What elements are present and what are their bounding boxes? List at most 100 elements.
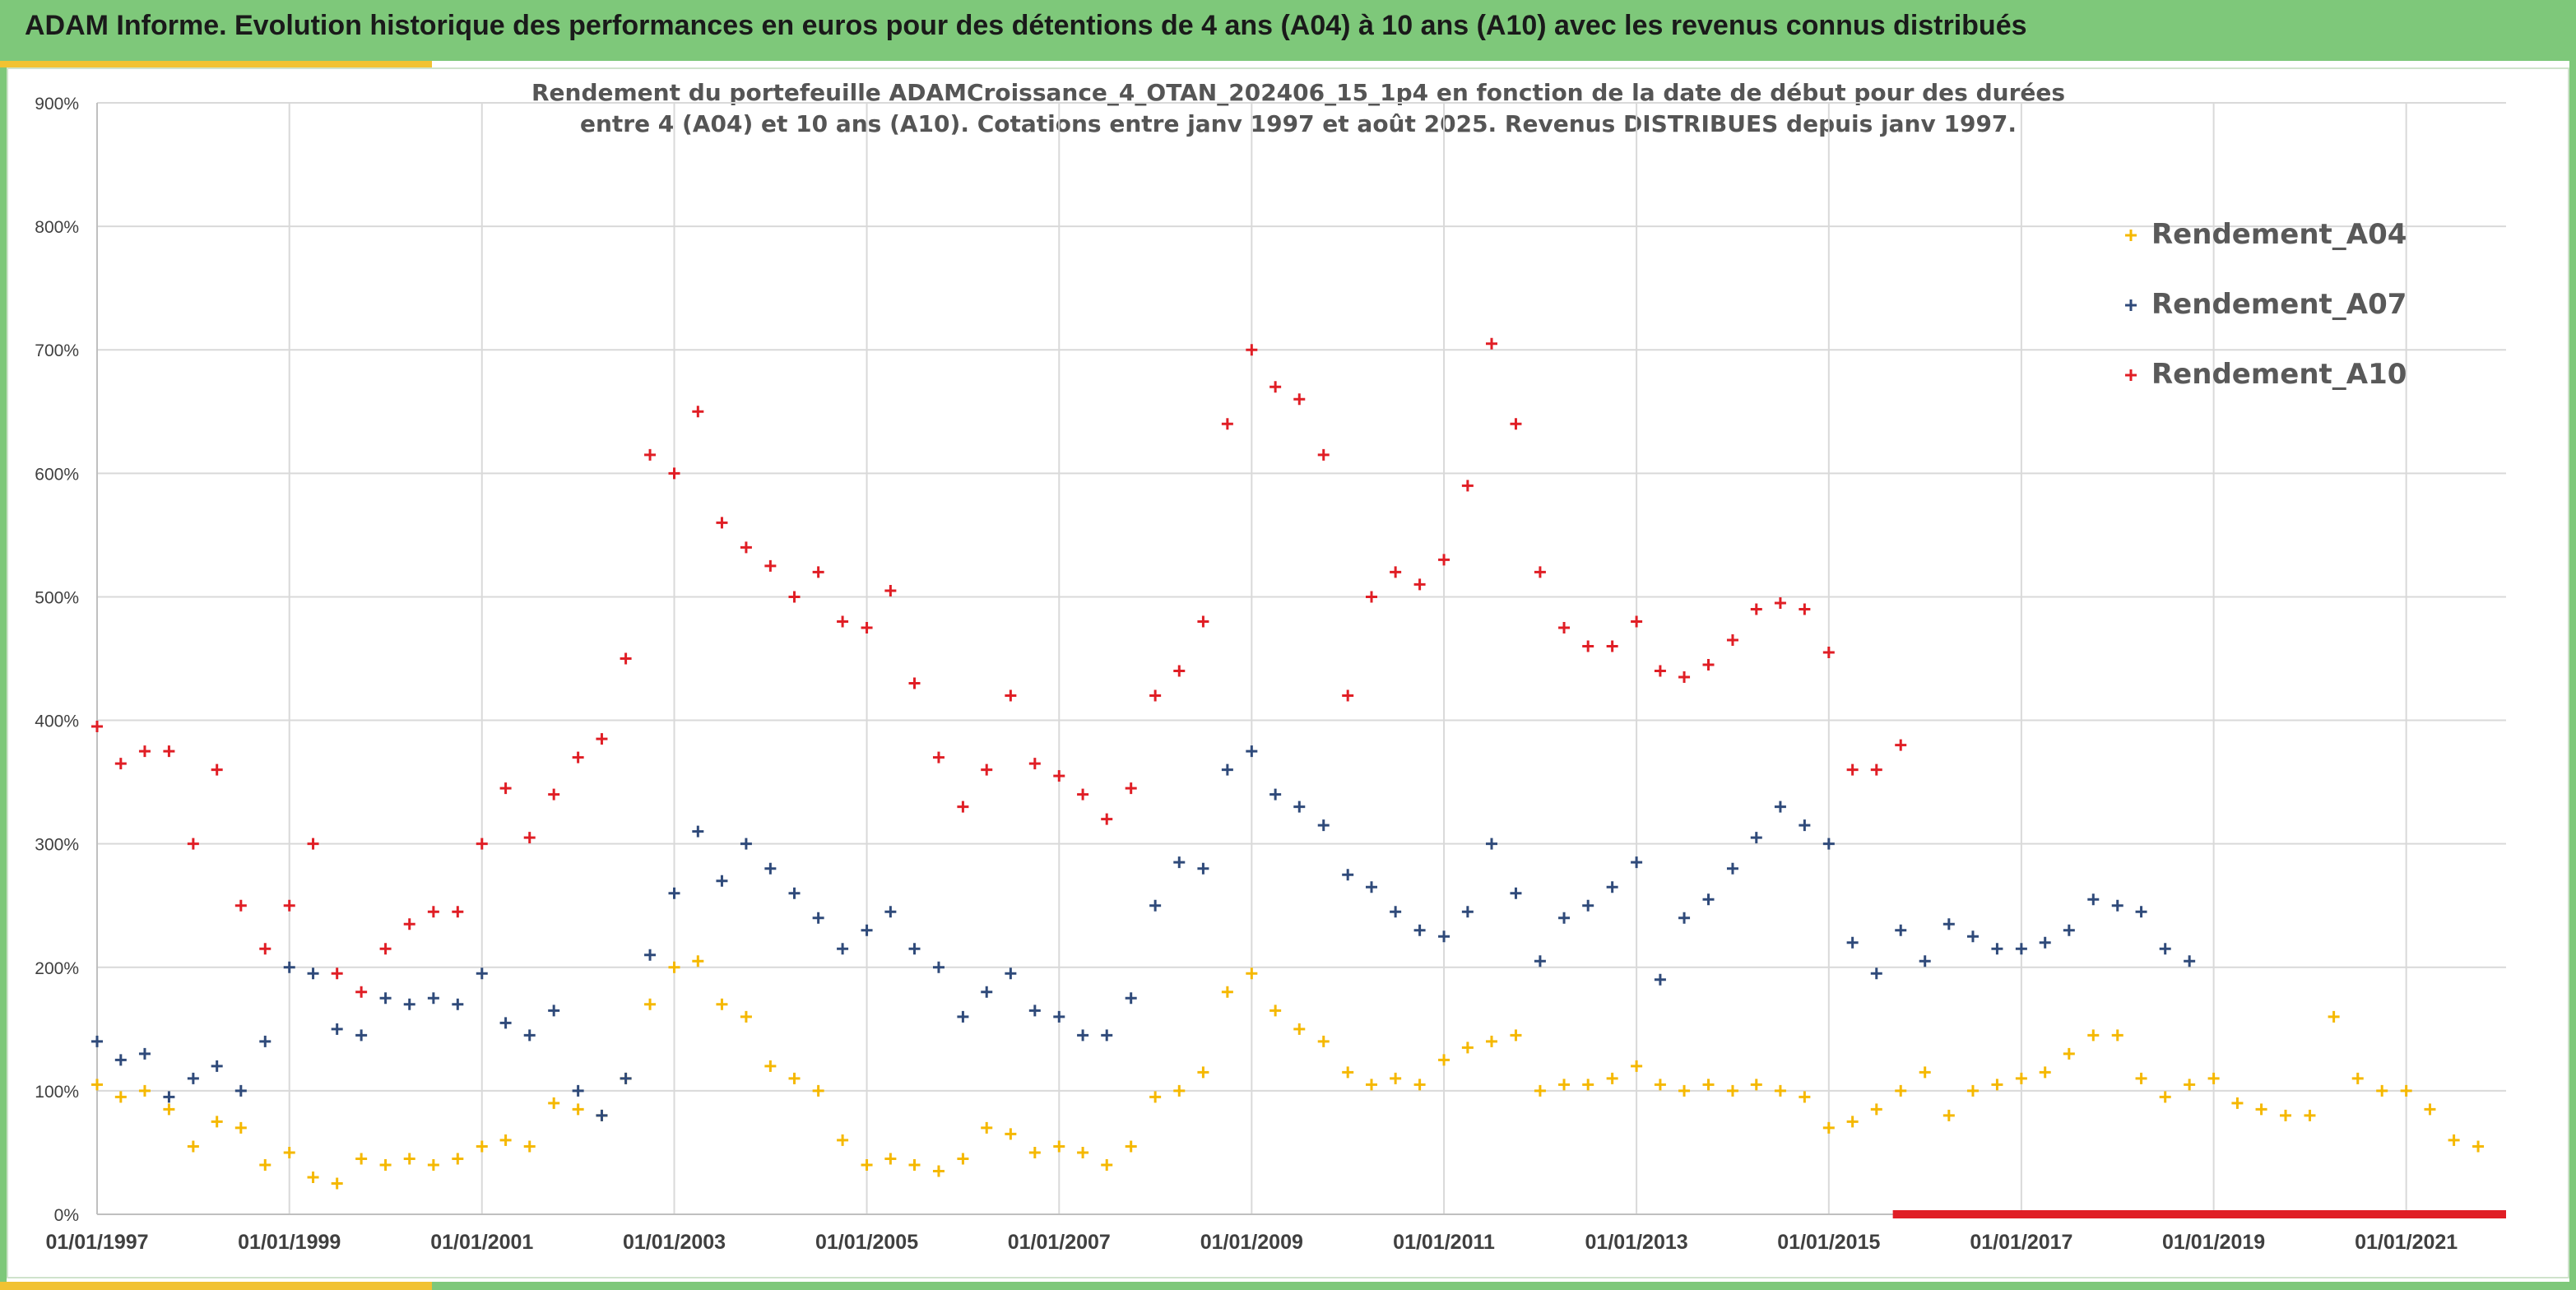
marker-rendement_a04 xyxy=(1366,1079,1378,1091)
marker-rendement_a04 xyxy=(163,1103,175,1116)
marker-rendement_a10 xyxy=(572,751,584,763)
marker-rendement_a10 xyxy=(1149,689,1162,702)
marker-rendement_a07 xyxy=(1461,906,1474,918)
marker-rendement_a10 xyxy=(499,782,512,795)
marker-rendement_a04 xyxy=(2111,1029,2123,1042)
frame-bottom-edge xyxy=(432,1282,2576,1290)
marker-rendement_a10 xyxy=(764,559,777,572)
marker-rendement_a07 xyxy=(2087,893,2100,906)
y-tick-label: 600% xyxy=(35,465,79,484)
marker-rendement_a07 xyxy=(1486,838,1498,850)
y-tick-label: 500% xyxy=(35,588,79,607)
marker-rendement_a07 xyxy=(91,1035,103,1047)
marker-rendement_a07 xyxy=(1606,881,1618,893)
marker-rendement_a04 xyxy=(740,1010,752,1023)
marker-rendement_a10 xyxy=(1342,689,1354,702)
marker-rendement_a04 xyxy=(138,1084,151,1097)
marker-rendement_a10 xyxy=(692,406,704,418)
marker-rendement_a04 xyxy=(476,1140,488,1153)
marker-rendement_a04 xyxy=(2087,1029,2100,1042)
marker-rendement_a04 xyxy=(114,1091,127,1103)
marker-rendement_a07 xyxy=(1342,869,1354,881)
marker-rendement_a04 xyxy=(355,1153,368,1165)
marker-rendement_a04 xyxy=(1317,1035,1330,1047)
marker-rendement_a10 xyxy=(1053,770,1065,782)
frame-left-edge xyxy=(0,67,7,1282)
marker-rendement_a10 xyxy=(788,591,801,603)
marker-rendement_a07 xyxy=(957,1010,969,1023)
marker-rendement_a07 xyxy=(1799,819,1811,832)
marker-rendement_a10 xyxy=(1750,603,1762,615)
marker-rendement_a04 xyxy=(2255,1103,2267,1116)
marker-rendement_a10 xyxy=(837,615,849,628)
marker-rendement_a10 xyxy=(1173,665,1186,677)
marker-rendement_a04 xyxy=(2304,1109,2316,1121)
marker-rendement_a04 xyxy=(1149,1091,1162,1103)
marker-rendement_a04 xyxy=(668,961,680,973)
marker-rendement_a04 xyxy=(1461,1042,1474,1054)
marker-rendement_a10 xyxy=(1005,689,1017,702)
marker-rendement_a07 xyxy=(908,943,921,955)
marker-rendement_a10 xyxy=(1726,633,1738,646)
chart-title-line: entre 4 (A04) et 10 ans (A10). Cotations… xyxy=(580,110,2017,137)
report-title: ADAM Informe. Evolution historique des p… xyxy=(25,10,2027,41)
marker-rendement_a07 xyxy=(1870,968,1882,980)
marker-rendement_a04 xyxy=(2015,1072,2027,1084)
x-tick-label: 01/01/2007 xyxy=(1008,1231,1111,1254)
marker-rendement_a04 xyxy=(499,1134,512,1146)
marker-rendement_a04 xyxy=(1173,1084,1186,1097)
marker-rendement_a07 xyxy=(379,992,392,1005)
marker-rendement_a04 xyxy=(981,1121,993,1134)
marker-rendement_a10 xyxy=(1606,640,1618,652)
marker-rendement_a04 xyxy=(2280,1109,2292,1121)
marker-rendement_a07 xyxy=(163,1091,175,1103)
marker-rendement_a07 xyxy=(2063,924,2075,936)
marker-rendement_a07 xyxy=(884,906,897,918)
marker-rendement_a04 xyxy=(692,955,704,968)
marker-rendement_a04 xyxy=(1942,1109,1955,1121)
y-tick-label: 200% xyxy=(35,959,79,978)
marker-rendement_a10 xyxy=(1438,554,1450,566)
marker-rendement_a10 xyxy=(1269,381,1282,393)
marker-rendement_a04 xyxy=(1654,1079,1666,1091)
x-tick-label: 01/01/2013 xyxy=(1585,1231,1688,1254)
marker-rendement_a07 xyxy=(2039,936,2051,949)
marker-rendement_a10 xyxy=(1846,763,1859,776)
marker-rendement_a10 xyxy=(740,541,752,554)
marker-rendement_a04 xyxy=(837,1134,849,1146)
marker-rendement_a04 xyxy=(403,1153,415,1165)
marker-rendement_a04 xyxy=(259,1158,272,1171)
legend-marker xyxy=(2125,230,2137,241)
marker-rendement_a10 xyxy=(355,986,368,998)
marker-rendement_a10 xyxy=(1582,640,1594,652)
marker-rendement_a10 xyxy=(1077,788,1089,800)
marker-rendement_a07 xyxy=(1413,924,1426,936)
marker-rendement_a10 xyxy=(187,838,199,850)
marker-rendement_a04 xyxy=(1606,1072,1618,1084)
marker-rendement_a07 xyxy=(644,949,657,961)
marker-rendement_a04 xyxy=(1125,1140,1137,1153)
marker-rendement_a07 xyxy=(2135,906,2147,918)
marker-rendement_a04 xyxy=(2231,1097,2244,1109)
marker-rendement_a10 xyxy=(1390,566,1402,578)
marker-rendement_a07 xyxy=(1966,930,1979,943)
marker-rendement_a07 xyxy=(1101,1029,1113,1042)
marker-rendement_a07 xyxy=(1991,943,2003,955)
marker-rendement_a04 xyxy=(1221,986,1233,998)
marker-rendement_a10 xyxy=(427,906,439,918)
marker-rendement_a07 xyxy=(1774,800,1786,813)
marker-rendement_a07 xyxy=(499,1017,512,1029)
marker-rendement_a04 xyxy=(812,1084,824,1097)
marker-rendement_a10 xyxy=(620,652,632,665)
marker-rendement_a07 xyxy=(764,862,777,875)
marker-rendement_a10 xyxy=(91,721,103,733)
marker-rendement_a07 xyxy=(1293,800,1306,813)
marker-rendement_a10 xyxy=(908,677,921,689)
marker-rendement_a07 xyxy=(138,1047,151,1060)
marker-rendement_a04 xyxy=(1342,1066,1354,1079)
marker-rendement_a10 xyxy=(476,838,488,850)
marker-rendement_a07 xyxy=(1028,1005,1041,1017)
marker-rendement_a04 xyxy=(91,1079,103,1091)
marker-rendement_a07 xyxy=(548,1005,560,1017)
